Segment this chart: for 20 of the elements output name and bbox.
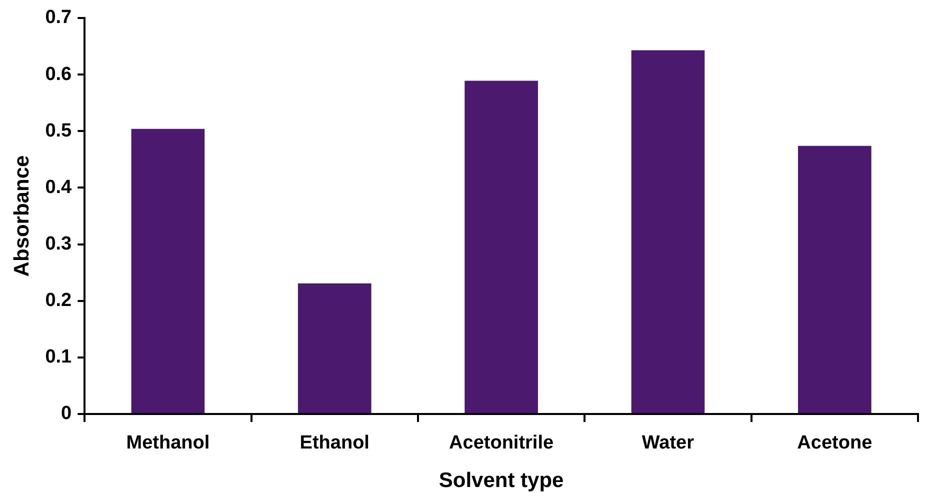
y-tick-label: 0.6 [45, 64, 72, 85]
y-tick-label: 0.1 [45, 346, 72, 368]
x-tick-label: Methanol [126, 432, 210, 454]
bar [798, 146, 872, 413]
x-tick-label: Ethanol [300, 432, 370, 454]
y-tick-label: 0.3 [45, 234, 72, 255]
y-tick-label: 0 [61, 403, 72, 424]
y-tick-label: 0.7 [45, 7, 72, 28]
x-tick-label: Water [642, 432, 695, 454]
y-axis-title: Absorbance [10, 155, 34, 277]
x-tick-label: Acetone [797, 432, 872, 454]
bar [631, 50, 705, 413]
bar [298, 283, 372, 413]
y-tick-label: 0.4 [45, 176, 72, 198]
x-tick-label: Acetonitrile [449, 432, 554, 454]
bar [464, 80, 538, 413]
y-tick-label: 0.5 [45, 120, 72, 142]
y-tick-label: 0.2 [45, 290, 72, 312]
bar [131, 128, 205, 413]
x-axis-title: Solvent type [438, 469, 564, 492]
